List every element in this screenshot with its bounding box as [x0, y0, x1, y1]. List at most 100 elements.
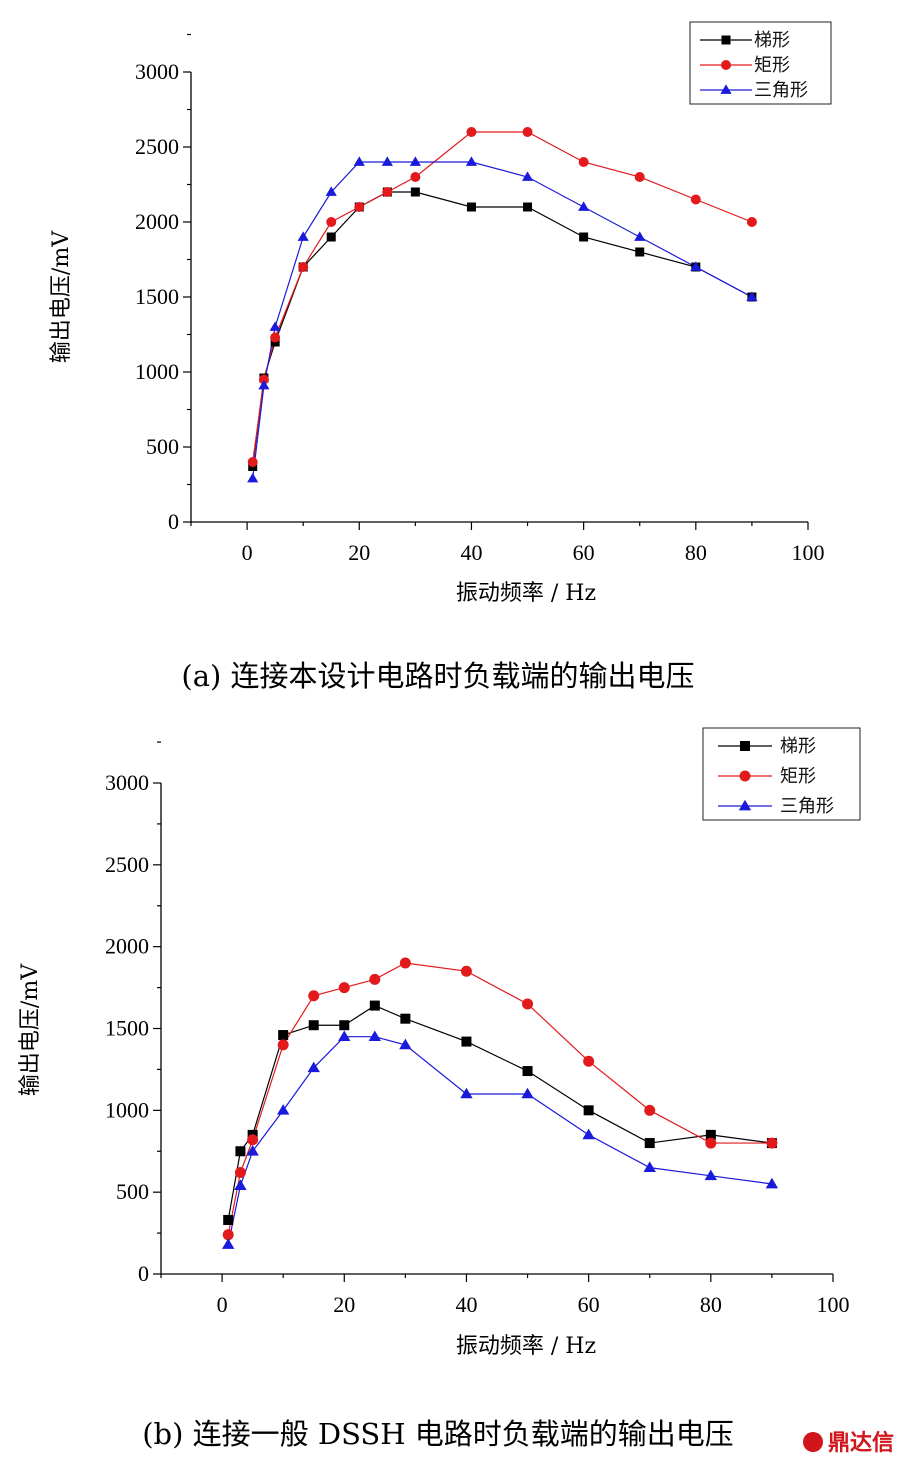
data-point [410, 187, 420, 197]
x-tick-label: 80 [700, 1292, 722, 1317]
data-point [354, 202, 365, 212]
watermark-icon [803, 1432, 823, 1452]
x-tick-label: 40 [455, 1292, 477, 1317]
data-point [297, 231, 309, 241]
data-point [583, 1105, 594, 1116]
legend-label: 梯形 [780, 736, 816, 757]
data-point [308, 1020, 319, 1031]
x-tick-label: 20 [333, 1292, 355, 1317]
data-point [634, 231, 646, 241]
data-point [326, 217, 337, 227]
data-point [460, 1087, 473, 1099]
data-point [276, 1104, 290, 1115]
data-point [400, 1013, 411, 1024]
data-point [410, 172, 421, 182]
data-point [705, 1137, 717, 1149]
data-point [644, 1138, 655, 1149]
series-layer [222, 957, 779, 1249]
series-line [227, 1036, 772, 1245]
data-point [270, 332, 281, 343]
data-point [222, 1238, 235, 1249]
axis-tick-labels: 0 500 1000 1500 2000 2500 3000 0 20 40 60 80 100 [135, 59, 825, 565]
data-point [277, 1039, 289, 1051]
legend-marker [720, 84, 732, 94]
y-tick-label: 0 [138, 1261, 149, 1286]
y-tick-label: 3000 [135, 59, 179, 84]
legend-label: 矩形 [754, 55, 790, 76]
legend-marker [738, 799, 752, 811]
x-tick-label: 0 [242, 540, 253, 565]
series-line [227, 1004, 772, 1221]
data-point [704, 1169, 718, 1181]
data-point [222, 1229, 234, 1241]
data-point [522, 1066, 533, 1077]
data-point [368, 1030, 382, 1042]
legend-marker [721, 35, 731, 45]
x-tick-label: 0 [217, 1292, 228, 1317]
data-point [325, 186, 337, 196]
legend-label: 三角形 [780, 796, 834, 817]
data-point [234, 1179, 247, 1190]
data-point [705, 1129, 716, 1140]
data-point [247, 457, 258, 467]
data-point [766, 1137, 778, 1149]
series-line [252, 131, 753, 463]
data-point [521, 1087, 534, 1099]
data-point [338, 1030, 351, 1042]
y-tick-label: 2500 [105, 852, 149, 877]
data-point [307, 1061, 320, 1073]
data-point [460, 965, 472, 977]
data-point [269, 321, 281, 331]
data-point [643, 1161, 656, 1172]
axis-ticks [183, 33, 809, 530]
x-axis-title: 振动频率 / Hz [456, 1334, 596, 1359]
y-tick-label: 3000 [105, 770, 149, 795]
y-tick-label: 500 [146, 434, 179, 459]
data-point [338, 982, 350, 994]
data-point [353, 156, 365, 166]
data-point [247, 472, 259, 483]
data-point [339, 1020, 350, 1031]
data-point [258, 374, 269, 385]
data-point [247, 1134, 259, 1146]
data-point [308, 990, 320, 1002]
data-point [765, 1177, 779, 1189]
data-point [234, 1167, 246, 1179]
y-axis-title: 输出电压/mV [49, 230, 74, 363]
data-point [578, 157, 589, 167]
legend-box [702, 727, 861, 821]
axis-ticks [153, 741, 834, 1282]
legend-marker [740, 741, 750, 751]
data-point [399, 957, 411, 969]
series-line [252, 161, 753, 479]
x-tick-label: 60 [578, 1292, 600, 1317]
x-tick-label: 60 [573, 540, 595, 565]
y-tick-label: 0 [168, 509, 179, 534]
legend-label: 梯形 [754, 30, 790, 51]
data-point [746, 217, 757, 227]
data-point [746, 291, 758, 301]
y-tick-label: 500 [116, 1179, 149, 1204]
data-point [578, 201, 590, 211]
chart-panel-b: 0 500 1000 1500 2000 2500 3000 0 20 40 60 80 100 振动频… [18, 727, 861, 1451]
y-tick-label: 2500 [135, 134, 179, 159]
series-line [227, 962, 772, 1235]
data-point [246, 1145, 259, 1156]
watermark-text: 鼎达信 [828, 1430, 894, 1456]
axis-tick-labels: 0 500 1000 1500 2000 2500 3000 0 20 40 60 80 100 [105, 770, 850, 1317]
data-point [258, 379, 270, 390]
data-point [466, 127, 477, 137]
x-tick-label: 40 [460, 540, 482, 565]
data-point [461, 1036, 472, 1047]
data-point [634, 172, 645, 182]
data-point [369, 1000, 380, 1011]
legend-label: 矩形 [780, 766, 816, 787]
chart-panel-a: 0 500 1000 1500 2000 2500 3000 0 20 40 60 80 100 振动频… [49, 21, 832, 693]
data-point [522, 998, 534, 1010]
data-point [298, 262, 309, 272]
x-tick-label: 100 [792, 540, 825, 565]
series-layer [247, 127, 758, 483]
